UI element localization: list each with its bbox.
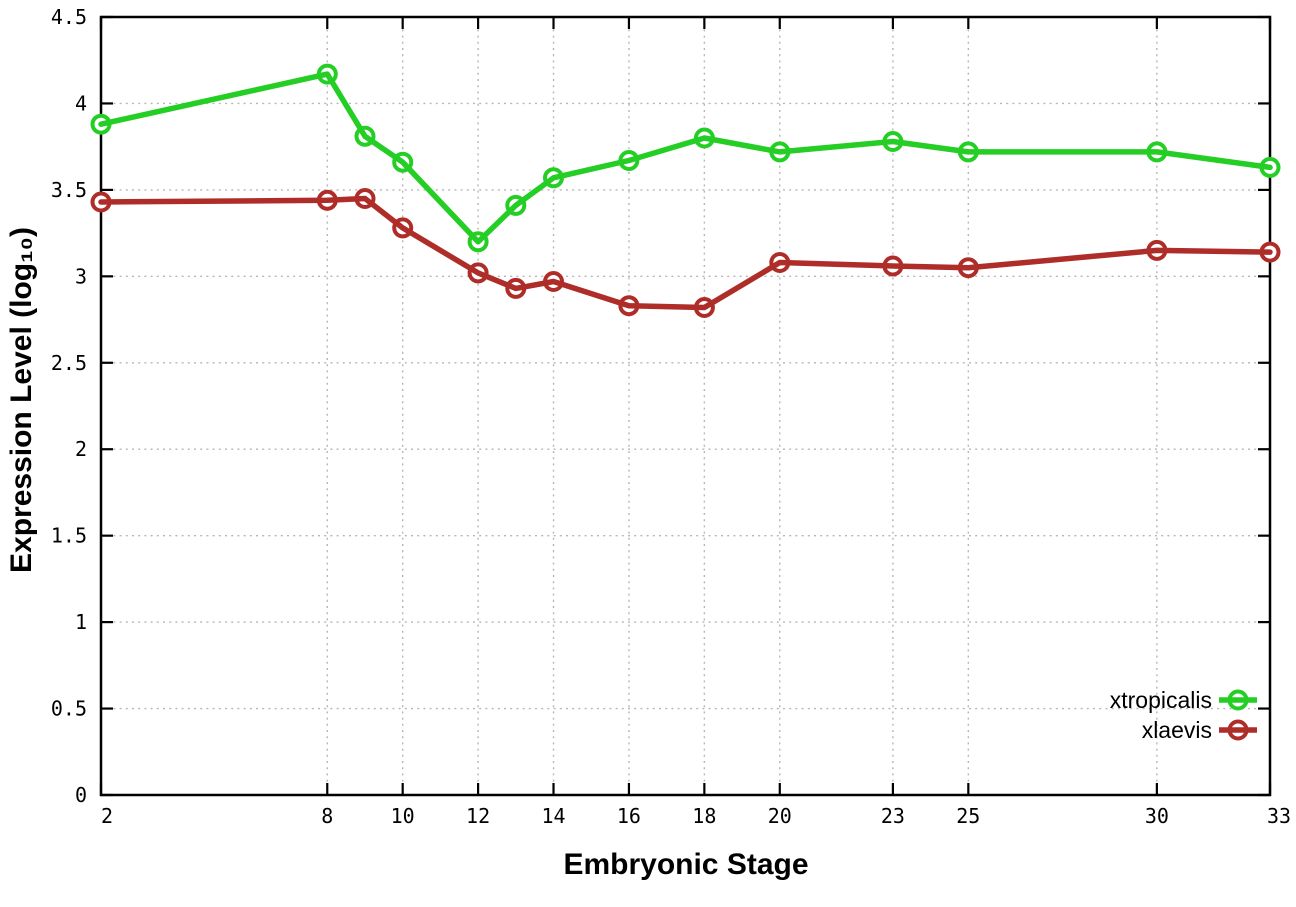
y-tick-label: 0.5	[51, 697, 87, 721]
y-tick-label: 2.5	[51, 351, 87, 375]
x-tick-label: 25	[956, 804, 980, 828]
x-tick-label: 18	[692, 804, 716, 828]
x-tick-label: 10	[391, 804, 415, 828]
legend-label-xlaevis: xlaevis	[1142, 717, 1212, 743]
x-tick-label: 23	[881, 804, 905, 828]
x-tick-label: 33	[1267, 804, 1291, 828]
x-tick-label: 8	[321, 804, 333, 828]
x-tick-label: 12	[466, 804, 490, 828]
series-line-xlaevis	[98, 195, 1273, 311]
x-tick-label: 20	[768, 804, 792, 828]
y-tick-label: 4	[75, 91, 87, 115]
x-tick-label: 14	[541, 804, 565, 828]
y-axis-title: Expression Level (log₁₀)	[5, 227, 38, 573]
y-tick-label: 0	[75, 783, 87, 807]
y-tick-label: 1	[75, 610, 87, 634]
y-tick-label: 3	[75, 264, 87, 288]
y-tick-label: 4.5	[51, 5, 87, 29]
plot-border	[99, 15, 1272, 797]
y-tick-label: 1.5	[51, 524, 87, 548]
x-tick-label: 2	[101, 804, 113, 828]
y-tick-label: 3.5	[51, 178, 87, 202]
legend-label-xtropicalis: xtropicalis	[1110, 687, 1212, 713]
x-tick-label: 16	[617, 804, 641, 828]
y-tick-label: 2	[75, 437, 87, 461]
plot-area: 0 0.5 1 1.5 2 2.5 3 3.5 4 4.5 2 8 10 12 14 16 18 20 23 25 30…	[51, 5, 1291, 828]
x-tick-label: 30	[1145, 804, 1169, 828]
series-line-xtropicalis	[98, 71, 1273, 245]
x-axis-title: Embryonic Stage	[563, 848, 808, 881]
